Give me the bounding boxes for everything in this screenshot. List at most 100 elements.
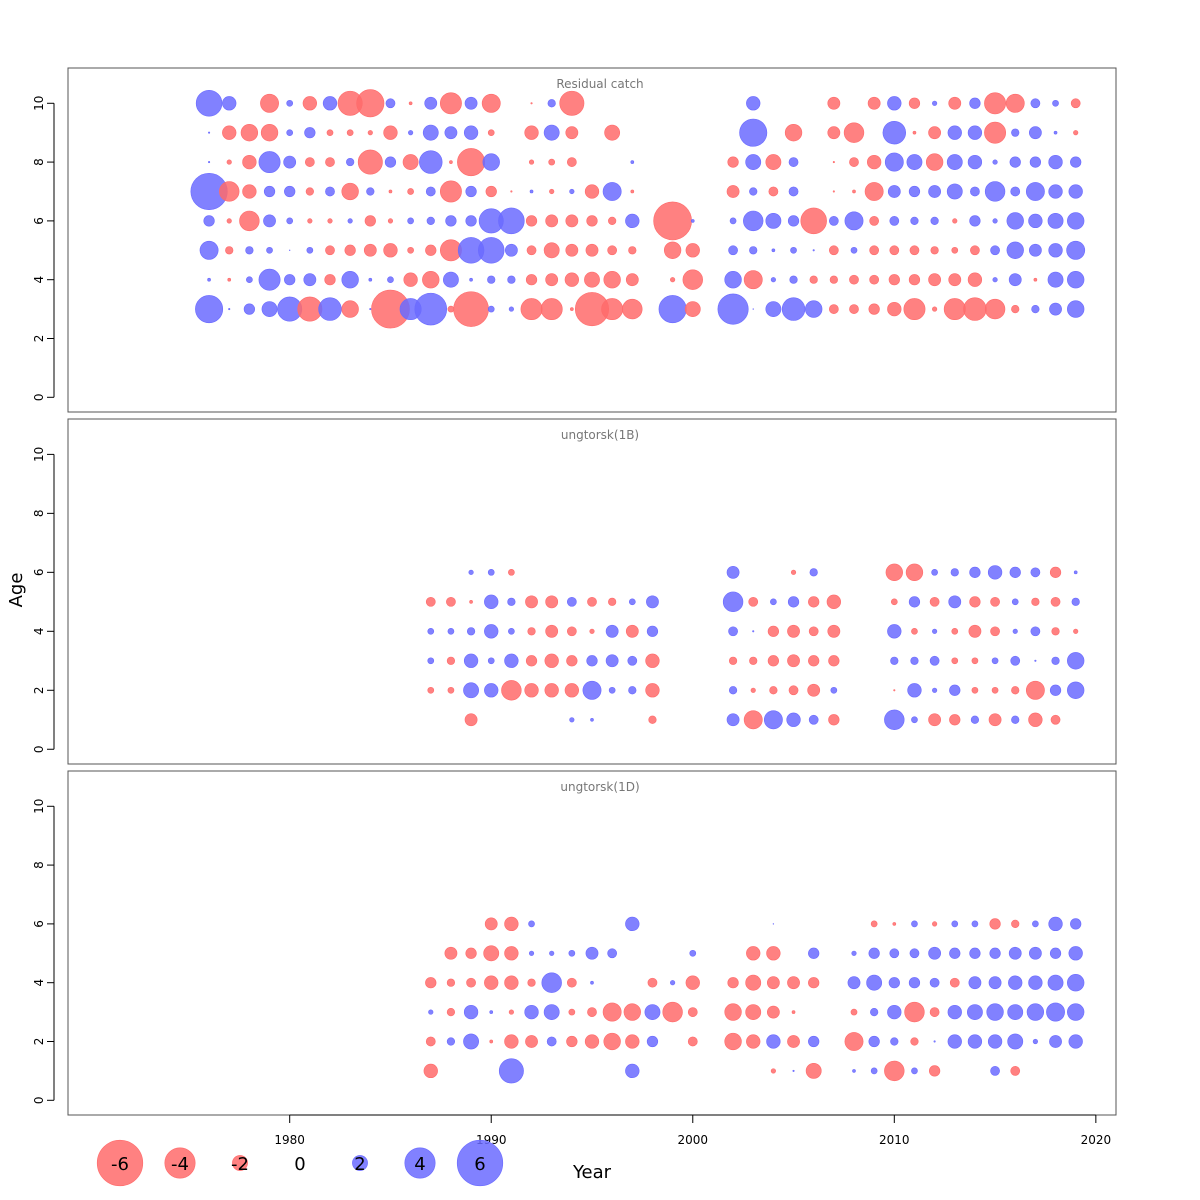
bubble-2004-age-5 — [766, 946, 781, 961]
bubble-2011-age-7 — [908, 185, 921, 198]
bubble-1989-age-1 — [464, 713, 478, 727]
legend-item: 4 — [404, 1147, 436, 1179]
bubble-1978-age-4 — [246, 276, 253, 284]
bubble-1981-age-7 — [305, 187, 314, 196]
bubble-1987-age-4 — [427, 627, 435, 635]
bubble-2018-age-2 — [1049, 1035, 1062, 1048]
bubble-2015-age-4 — [992, 277, 998, 283]
bubble-1976-age-4 — [207, 277, 211, 282]
bubble-1995-age-3 — [586, 655, 598, 667]
y-tick-label: 6 — [32, 569, 46, 577]
bubble-1995-age-6 — [586, 215, 598, 227]
bubble-1994-age-9 — [565, 126, 579, 140]
bubble-2007-age-4 — [829, 275, 838, 284]
y-tick-label: 10 — [32, 799, 46, 814]
bubble-2005-age-4 — [787, 976, 800, 990]
bubble-2010-age-3 — [890, 656, 899, 665]
bubble-2005-age-5 — [787, 596, 800, 608]
bubble-1988-age-7 — [439, 180, 462, 203]
bubble-1991-age-1 — [498, 1058, 524, 1084]
bubble-2006-age-1 — [805, 1062, 822, 1079]
bubble-2004-age-4 — [770, 277, 776, 283]
bubble-2012-age-5 — [928, 946, 941, 960]
bubble-2006-age-5 — [808, 947, 820, 959]
bubble-1990-age-7 — [485, 185, 497, 198]
bubble-1984-age-5 — [363, 243, 377, 257]
bubble-1979-age-5 — [266, 246, 273, 254]
bubble-1997-age-5 — [628, 246, 637, 255]
bubble-2004-age-6 — [765, 212, 782, 229]
bubble-2016-age-9 — [1011, 128, 1020, 137]
bubble-1992-age-8 — [528, 159, 535, 165]
bubble-2017-age-4 — [1033, 277, 1038, 282]
bubble-2014-age-4 — [968, 624, 982, 638]
bubble-2014-age-2 — [971, 686, 979, 694]
bubble-1988-age-8 — [449, 160, 453, 164]
legend-label: 6 — [474, 1154, 485, 1175]
bubble-1996-age-9 — [604, 124, 621, 141]
bubble-1990-age-5 — [483, 945, 500, 962]
x-axis: 1980 1990 2000 2010 2020 — [274, 1114, 1111, 1147]
bubble-2008-age-4 — [847, 976, 861, 990]
bubble-2005-age-9 — [784, 124, 803, 142]
bubble-1996-age-5 — [608, 597, 617, 606]
bubble-2003-age-2 — [746, 1034, 761, 1049]
bubble-1993-age-5 — [543, 242, 560, 259]
bubbles — [190, 89, 1086, 329]
bubble-1976-age-5 — [199, 240, 219, 260]
bubble-1980-age-7 — [284, 185, 296, 198]
bubble-1982-age-8 — [325, 157, 335, 167]
bubble-size-legend: -6 -4 -2 0 2 4 6 — [96, 1139, 504, 1187]
bubble-2013-age-5 — [951, 246, 959, 254]
bubble-2013-age-9 — [947, 125, 962, 140]
bubble-1982-age-7 — [325, 186, 335, 197]
bubble-1994-age-3 — [568, 1008, 576, 1016]
bubble-1992-age-4 — [527, 627, 536, 636]
bubble-2005-age-8 — [788, 157, 799, 167]
bubble-2019-age-3 — [1067, 652, 1085, 670]
bubble-2019-age-3 — [1067, 300, 1085, 318]
bubble-2013-age-2 — [949, 684, 961, 696]
bubble-1976-age-8 — [208, 161, 211, 164]
bubble-2015-age-1 — [990, 1066, 1000, 1076]
bubble-2014-age-3 — [963, 297, 987, 321]
bubble-2016-age-6 — [1009, 566, 1021, 578]
bubble-1991-age-3 — [508, 1009, 514, 1015]
y-tick-label: 4 — [32, 276, 46, 284]
bubble-2000-age-3 — [687, 1007, 698, 1017]
bubble-1992-age-7 — [529, 189, 534, 194]
bubble-2016-age-7 — [1010, 186, 1021, 197]
bubble-2014-age-6 — [969, 215, 981, 227]
legend-bubble — [164, 1147, 196, 1179]
bubble-2013-age-10 — [948, 96, 962, 110]
bubble-1993-age-4 — [545, 624, 559, 638]
bubble-1992-age-3 — [524, 1004, 539, 1020]
bubble-2011-age-9 — [912, 130, 917, 135]
bubble-2003-age-9 — [739, 118, 768, 147]
legend-label: 0 — [294, 1154, 305, 1175]
bubble-1991-age-3 — [504, 653, 519, 668]
bubble-2014-age-5 — [970, 245, 980, 256]
bubble-1988-age-2 — [447, 686, 455, 694]
bubble-1978-age-7 — [242, 184, 257, 199]
legend-bubble — [232, 1155, 248, 1171]
bubble-2010-age-8 — [884, 152, 904, 172]
bubble-2018-age-5 — [1049, 947, 1062, 959]
bubble-2016-age-4 — [1008, 975, 1023, 990]
bubble-2011-age-1 — [911, 716, 918, 724]
bubble-1977-age-10 — [222, 96, 237, 111]
bubble-2017-age-4 — [1028, 975, 1043, 990]
bubble-2003-age-4 — [743, 270, 763, 290]
bubble-2014-age-10 — [969, 97, 981, 109]
bubble-1986-age-6 — [407, 217, 414, 225]
bubble-1996-age-3 — [602, 1002, 622, 1022]
y-axis: 0 2 4 6 8 10 — [32, 799, 55, 1104]
legend-label: -2 — [231, 1154, 249, 1175]
bubble-1993-age-6 — [545, 214, 559, 228]
bubble-2016-age-10 — [1005, 93, 1025, 113]
bubble-2019-age-2 — [1068, 1034, 1083, 1049]
bubble-2018-age-3 — [1049, 302, 1062, 316]
bubble-1994-age-5 — [566, 596, 577, 607]
bubble-2010-age-2 — [890, 1037, 899, 1046]
bubble-2016-age-3 — [1011, 304, 1020, 314]
